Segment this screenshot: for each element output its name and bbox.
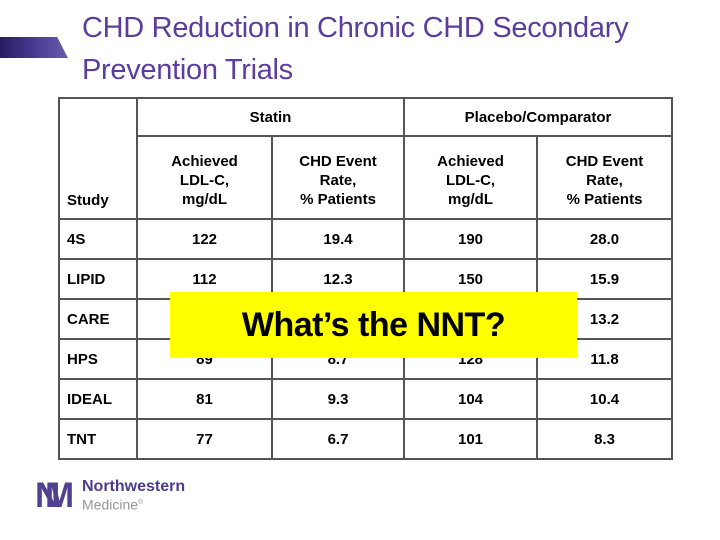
monogram-letter-m: M bbox=[45, 476, 75, 515]
logo-wordmark: Northwestern Medicine® bbox=[82, 479, 185, 513]
value-cell: 190 bbox=[403, 218, 539, 260]
statin-event-rate-header: CHD Event Rate, % Patients bbox=[270, 135, 406, 220]
nnt-callout-label: What’s the NNT? bbox=[241, 305, 506, 344]
slide-title-line1: CHD Reduction in Chronic CHD Secondary bbox=[82, 12, 629, 44]
placebo-event-rate-header: CHD Event Rate, % Patients bbox=[536, 135, 674, 220]
registered-mark: ® bbox=[138, 499, 144, 507]
value-cell: 19.4 bbox=[270, 218, 406, 260]
study-cell: HPS bbox=[58, 338, 138, 380]
header-line: mg/dL bbox=[448, 191, 494, 208]
value-cell: 104 bbox=[403, 378, 539, 420]
statin-group-header: Statin bbox=[135, 97, 406, 137]
header-line: mg/dL bbox=[182, 191, 227, 208]
value-cell: 122 bbox=[136, 218, 273, 260]
value-cell: 101 bbox=[403, 418, 539, 460]
trials-table: Study Statin Placebo/Comparator Achieved… bbox=[58, 97, 674, 460]
logo-name: Northwestern bbox=[82, 478, 186, 496]
northwestern-medicine-logo: N M Northwestern Medicine® bbox=[35, 478, 185, 514]
value-cell: 8.3 bbox=[536, 418, 674, 460]
logo-division-text: Medicine bbox=[82, 496, 139, 513]
group-header-row: Study Statin Placebo/Comparator bbox=[58, 97, 674, 220]
statin-ldl-header: Achieved LDL-C, mg/dL bbox=[136, 135, 273, 220]
header-line: Achieved bbox=[437, 153, 504, 170]
header-line: % Patients bbox=[300, 191, 376, 208]
nnt-callout-box: What’s the NNT? bbox=[170, 292, 577, 358]
header-line: % Patients bbox=[566, 191, 643, 208]
header-line: Achieved bbox=[171, 153, 238, 170]
header-line: Rate, bbox=[319, 172, 357, 189]
slide-title: CHD Reduction in Chronic CHD Secondary P… bbox=[82, 7, 697, 91]
study-column-header: Study bbox=[58, 97, 138, 220]
header-line: CHD Event bbox=[299, 153, 377, 170]
study-cell: IDEAL bbox=[58, 378, 138, 420]
value-cell: 10.4 bbox=[536, 378, 674, 420]
header-line: LDL-C, bbox=[179, 172, 230, 189]
table-row-tnt: TNT 77 6.7 101 8.3 bbox=[58, 418, 674, 460]
study-cell: LIPID bbox=[58, 258, 138, 300]
value-cell: 81 bbox=[136, 378, 273, 420]
monogram-letter-n: N bbox=[35, 476, 61, 515]
value-cell: 9.3 bbox=[270, 378, 406, 420]
header-line: Rate, bbox=[586, 172, 623, 189]
study-cell: CARE bbox=[58, 298, 138, 340]
placebo-group-header: Placebo/Comparator bbox=[403, 97, 674, 137]
logo-division: Medicine® bbox=[82, 495, 185, 513]
slide-title-line2: Prevention Trials bbox=[82, 54, 293, 86]
header-line: CHD Event bbox=[565, 153, 644, 170]
value-cell: 28.0 bbox=[536, 218, 674, 260]
value-cell: 77 bbox=[136, 418, 273, 460]
header-line: LDL-C, bbox=[445, 172, 496, 189]
table-row-4s: 4S 122 19.4 190 28.0 bbox=[58, 218, 674, 260]
nm-monogram-icon: N M bbox=[35, 478, 76, 514]
value-cell: 6.7 bbox=[270, 418, 406, 460]
study-cell: 4S bbox=[58, 218, 138, 260]
study-cell: TNT bbox=[58, 418, 138, 460]
placebo-ldl-header: Achieved LDL-C, mg/dL bbox=[403, 135, 539, 220]
table-row-lipid: LIPID 112 12.3 150 15.9 bbox=[58, 258, 674, 300]
sub-header-row: Achieved LDL-C, mg/dL CHD Event Rate, % … bbox=[59, 135, 674, 220]
title-accent-shape bbox=[0, 37, 68, 58]
table-row-ideal: IDEAL 81 9.3 104 10.4 bbox=[58, 378, 674, 420]
